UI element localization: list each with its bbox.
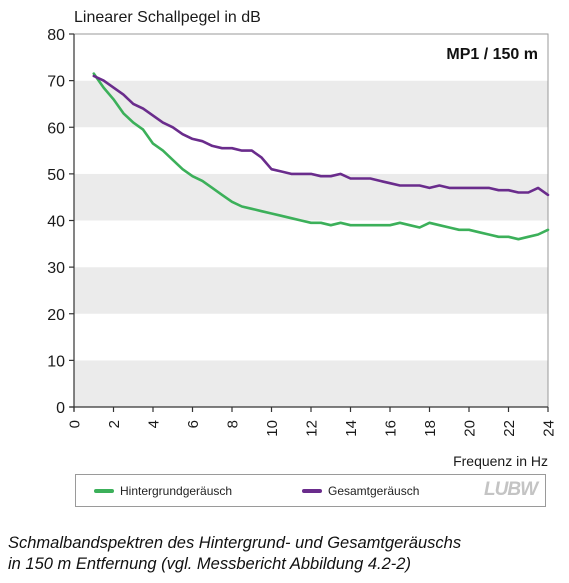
x-tick-label: 0	[66, 420, 83, 428]
x-tick-label: 12	[303, 420, 320, 437]
series-line-total-noise	[92, 74, 550, 197]
x-tick-label: 24	[540, 420, 557, 437]
legend-item-total-noise: Gesamtgeräusch	[302, 475, 419, 506]
grid-band-10-20	[74, 313, 548, 361]
grid-band-40-50	[74, 173, 548, 221]
y-tick-label: 30	[47, 260, 65, 277]
x-tick-label: 22	[501, 420, 518, 437]
x-tick-label: 2	[106, 420, 123, 428]
legend-swatch-total-noise	[302, 488, 322, 493]
x-tick-label: 20	[461, 420, 478, 437]
chart-title: Linearer Schallpegel in dB	[74, 9, 261, 26]
grid-band-60-70	[74, 80, 548, 128]
x-tick-label: 8	[224, 420, 241, 428]
y-tick-label: 70	[47, 74, 65, 91]
caption-line-1: Schmalbandspektren des Hintergrund- und …	[8, 534, 462, 552]
measurement-point-label: MP1 / 150 m	[446, 46, 538, 63]
y-tick-label: 60	[47, 120, 65, 137]
legend-label-total-noise: Gesamtgeräusch	[328, 483, 420, 498]
grid-band-70-80	[74, 34, 548, 81]
grid-band-50-60	[74, 127, 548, 174]
lubw-logo: LUBW	[484, 479, 538, 500]
y-tick-label: 0	[56, 400, 65, 417]
x-tick-label: 10	[264, 420, 281, 437]
legend: Hintergrundgeräusch Gesamtgeräusch LUBW	[75, 474, 546, 507]
grid-band-0-10	[74, 360, 548, 407]
x-tick-label: 4	[145, 420, 162, 428]
series-line-background-noise	[92, 72, 550, 241]
series-layer	[92, 72, 550, 241]
legend-item-background-noise: Hintergrundgeräusch	[94, 475, 232, 506]
x-tick-label: 14	[343, 420, 360, 437]
legend-label-background-noise: Hintergrundgeräusch	[120, 483, 233, 498]
x-tick-label: 16	[382, 420, 399, 437]
y-tick-label: 40	[47, 214, 65, 231]
x-axis-label: Frequenz in Hz	[453, 453, 548, 469]
grid-bands	[74, 34, 548, 407]
figure-caption: Schmalbandspektren des Hintergrund- und …	[8, 533, 563, 575]
y-tick-label: 20	[47, 307, 65, 324]
caption-line-2: in 150 m Entfernung (vgl. Messbericht Ab…	[8, 555, 411, 573]
y-tick-label: 50	[47, 167, 65, 184]
grid-band-20-30	[74, 267, 548, 314]
grid-band-30-40	[74, 220, 548, 268]
y-tick-label: 80	[47, 27, 65, 44]
y-tick-label: 10	[47, 353, 65, 370]
x-tick-label: 6	[185, 420, 202, 428]
x-tick-label: 18	[422, 420, 439, 437]
legend-swatch-background-noise	[94, 488, 114, 493]
